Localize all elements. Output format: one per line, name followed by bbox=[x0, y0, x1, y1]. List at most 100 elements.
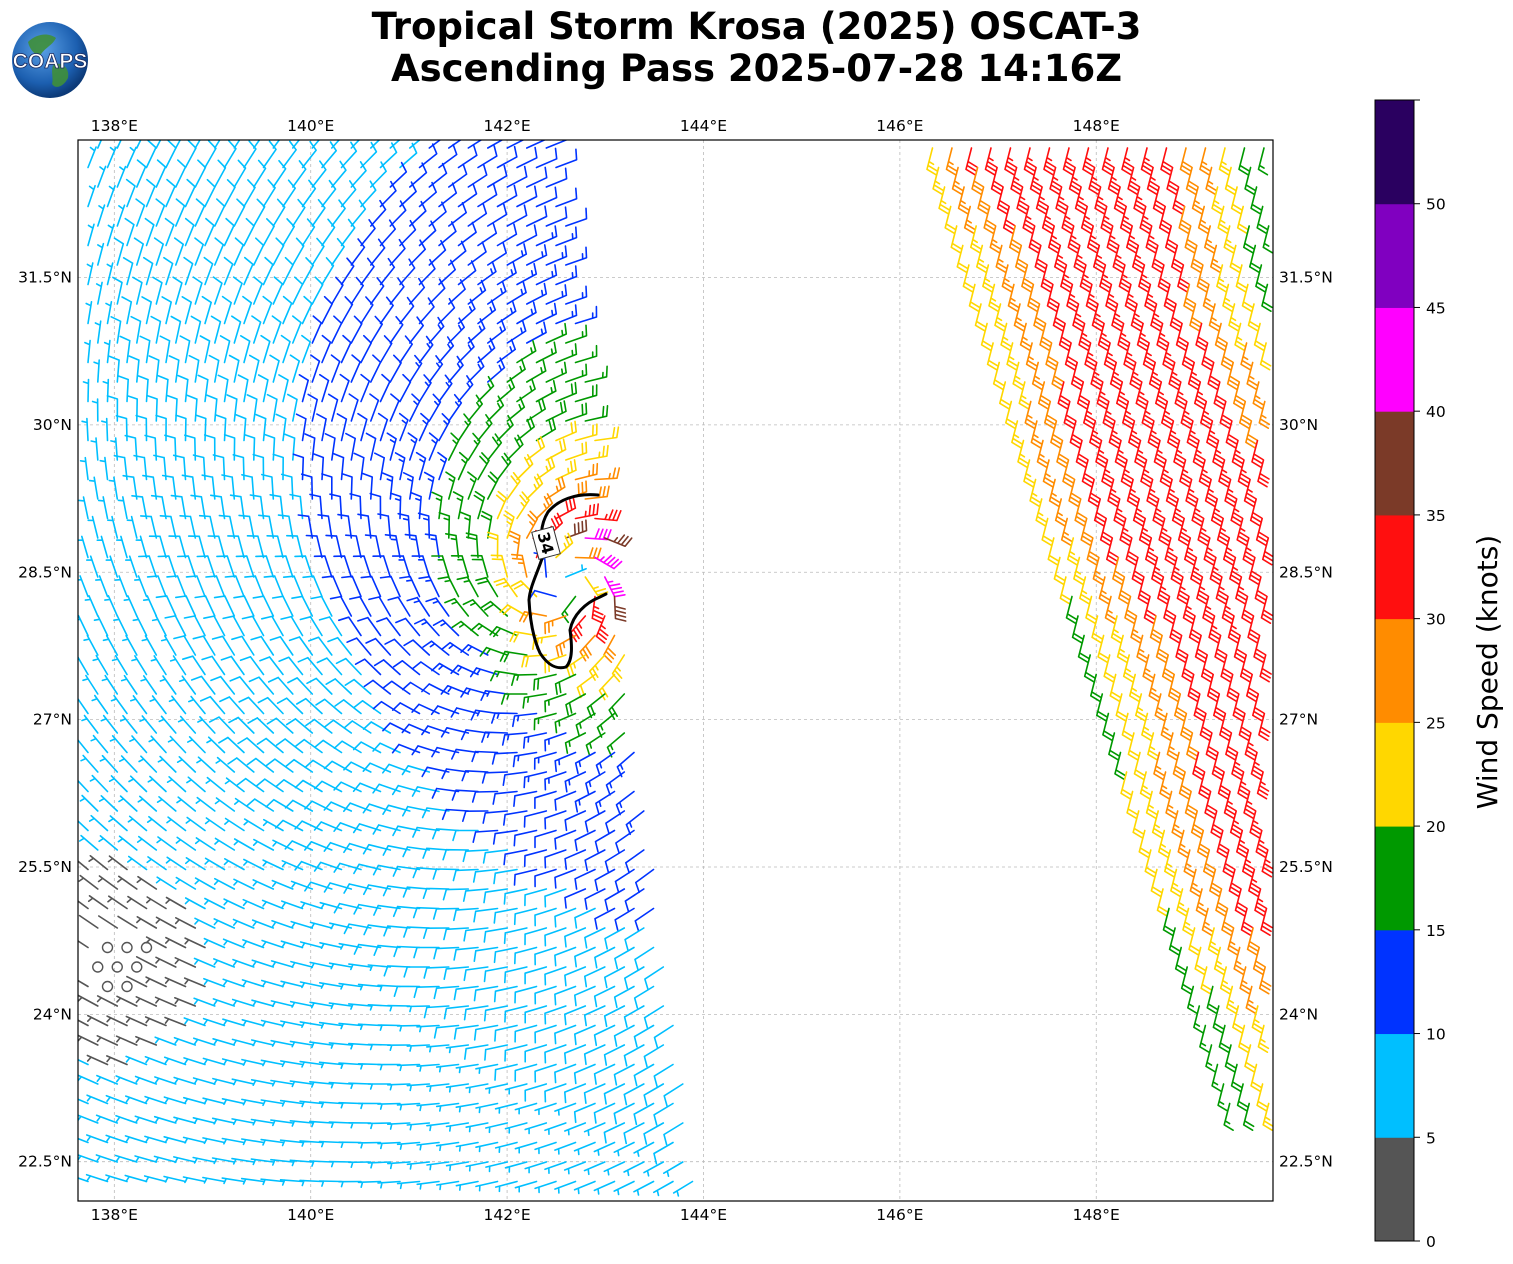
wind-barb bbox=[574, 790, 596, 813]
wind-barb bbox=[280, 1020, 304, 1028]
wind-barb bbox=[490, 670, 518, 682]
wind-barb bbox=[614, 907, 635, 931]
wind-barb bbox=[1152, 498, 1165, 527]
wind-barb bbox=[554, 712, 577, 734]
wind-barb bbox=[1044, 400, 1057, 429]
wind-barb bbox=[1096, 693, 1108, 722]
wind-barb bbox=[653, 1102, 674, 1126]
wind-barb bbox=[392, 702, 421, 715]
wind-barb bbox=[336, 413, 348, 442]
wind-barb bbox=[1250, 751, 1264, 780]
wind-barb bbox=[337, 513, 353, 539]
wind-barb bbox=[653, 1141, 674, 1165]
wind-barb bbox=[604, 534, 633, 547]
wind-barb bbox=[121, 296, 133, 325]
wind-barb bbox=[360, 141, 378, 169]
wind-barb bbox=[533, 673, 557, 691]
wind-barb bbox=[561, 595, 577, 624]
wind-barb bbox=[467, 140, 483, 149]
wind-barb bbox=[309, 1041, 333, 1049]
wind-barb bbox=[193, 957, 216, 968]
wind-barb bbox=[583, 1005, 606, 1027]
wind-barb bbox=[494, 1102, 518, 1114]
wind-barb bbox=[214, 198, 226, 227]
wind-barb bbox=[503, 810, 528, 826]
wind-barb bbox=[623, 1122, 645, 1145]
wind-barb bbox=[287, 677, 314, 695]
wind-barb bbox=[210, 315, 222, 344]
wind-barb bbox=[204, 178, 216, 208]
wind-barb bbox=[1090, 673, 1102, 702]
wind-barb bbox=[487, 280, 507, 305]
wind-barb bbox=[108, 775, 128, 793]
wind-barb bbox=[233, 237, 245, 266]
wind-barb bbox=[140, 515, 158, 539]
wind-barb bbox=[181, 296, 192, 325]
wind-barb bbox=[228, 354, 240, 383]
wind-barb bbox=[1205, 1044, 1216, 1073]
wind-barb bbox=[396, 1024, 421, 1032]
wind-barb bbox=[512, 751, 538, 768]
wind-barb bbox=[113, 237, 125, 266]
wind-barb bbox=[136, 159, 147, 188]
wind-barb bbox=[475, 576, 499, 598]
wind-barb bbox=[136, 140, 142, 149]
wind-barb bbox=[251, 315, 262, 344]
wind-barb bbox=[1126, 790, 1138, 819]
wind-barb bbox=[78, 1098, 89, 1105]
wind-barb bbox=[425, 597, 450, 617]
wind-barb bbox=[1135, 693, 1147, 722]
wind-barb bbox=[1204, 478, 1218, 507]
wind-barb bbox=[90, 437, 99, 461]
wind-barb bbox=[965, 147, 978, 176]
wind-barb bbox=[216, 555, 236, 578]
wind-barb bbox=[256, 737, 284, 754]
wind-barb bbox=[214, 237, 225, 266]
wind-barb bbox=[1079, 264, 1093, 293]
wind-barb bbox=[1159, 459, 1173, 488]
wind-barb bbox=[1138, 264, 1151, 293]
lon-tick-label-bottom: 142°E bbox=[484, 1206, 531, 1224]
wind-barb bbox=[1124, 595, 1137, 624]
wind-barb bbox=[1201, 907, 1214, 936]
wind-barb bbox=[564, 927, 587, 948]
wind-barb bbox=[184, 434, 197, 461]
wind-barb bbox=[249, 494, 265, 520]
wind-barb bbox=[1073, 244, 1087, 273]
chart-title: Tropical Storm Krosa (2025) OSCAT-3 Asce… bbox=[0, 6, 1513, 90]
colorbar-bin bbox=[1375, 618, 1414, 723]
wind-barb bbox=[584, 444, 609, 461]
wind-barb bbox=[194, 140, 201, 149]
wind-barb bbox=[243, 256, 254, 286]
wind-barb bbox=[1061, 205, 1074, 234]
wind-barb bbox=[441, 641, 470, 656]
wind-barb bbox=[1112, 244, 1126, 273]
wind-barb bbox=[243, 179, 256, 208]
wind-barb bbox=[1065, 595, 1078, 624]
wind-barb bbox=[1226, 361, 1240, 390]
wind-barb bbox=[1155, 381, 1168, 410]
wind-barb bbox=[1226, 673, 1239, 702]
wind-barb bbox=[219, 696, 245, 715]
colorbar-tick-label: 30 bbox=[1426, 611, 1446, 629]
wind-barb bbox=[1011, 420, 1023, 449]
wind-barb bbox=[222, 1018, 245, 1027]
wind-barb bbox=[1134, 439, 1147, 468]
wind-barb bbox=[137, 375, 149, 403]
wind-barb bbox=[457, 183, 478, 208]
wind-barb bbox=[301, 179, 317, 208]
wind-barb bbox=[270, 960, 294, 968]
wind-barb bbox=[211, 1117, 236, 1125]
wind-barb bbox=[278, 656, 304, 676]
wind-barb bbox=[1145, 790, 1158, 819]
wind-barb bbox=[416, 1024, 440, 1033]
wind-barb bbox=[387, 1122, 411, 1130]
wind-barb bbox=[1230, 498, 1243, 527]
wind-barb bbox=[212, 998, 236, 1007]
wind-barb bbox=[663, 1122, 684, 1146]
wind-barb bbox=[440, 685, 470, 695]
wind-barb bbox=[352, 555, 372, 578]
wind-barb bbox=[534, 1024, 557, 1044]
wind-barb bbox=[1151, 244, 1165, 273]
wind-barb bbox=[555, 187, 578, 208]
